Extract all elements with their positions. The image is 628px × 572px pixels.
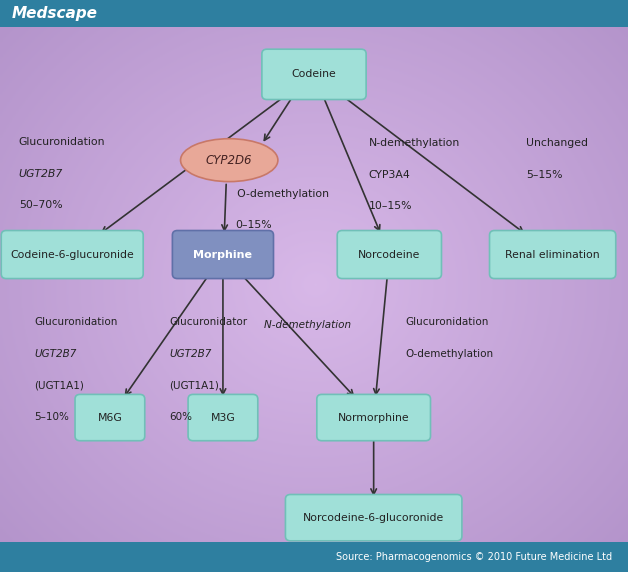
Text: Morphine: Morphine bbox=[193, 249, 252, 260]
Text: 10–15%: 10–15% bbox=[369, 201, 412, 211]
Text: Medscape: Medscape bbox=[11, 6, 97, 21]
Text: M6G: M6G bbox=[97, 412, 122, 423]
Text: Norcodeine: Norcodeine bbox=[358, 249, 421, 260]
FancyBboxPatch shape bbox=[1, 231, 143, 279]
Text: Glucuronidation: Glucuronidation bbox=[19, 137, 106, 147]
Text: Codeine-6-glucuronide: Codeine-6-glucuronide bbox=[10, 249, 134, 260]
FancyBboxPatch shape bbox=[337, 231, 441, 279]
Text: UGT2B7: UGT2B7 bbox=[35, 349, 77, 359]
Text: (UGT1A1): (UGT1A1) bbox=[35, 380, 84, 390]
Text: N-demethylation: N-demethylation bbox=[263, 320, 350, 330]
Text: CYP2D6: CYP2D6 bbox=[206, 154, 252, 166]
Text: Normorphine: Normorphine bbox=[338, 412, 409, 423]
Text: M3G: M3G bbox=[210, 412, 236, 423]
Text: Codeine: Codeine bbox=[291, 69, 337, 80]
Text: 0–15%: 0–15% bbox=[236, 220, 272, 230]
Text: UGT2B7: UGT2B7 bbox=[170, 349, 212, 359]
FancyBboxPatch shape bbox=[285, 494, 462, 541]
FancyBboxPatch shape bbox=[262, 49, 366, 100]
FancyBboxPatch shape bbox=[172, 231, 274, 279]
FancyBboxPatch shape bbox=[75, 395, 144, 440]
Text: O-demethylation: O-demethylation bbox=[405, 349, 493, 359]
Ellipse shape bbox=[181, 139, 278, 182]
Text: Renal elimination: Renal elimination bbox=[506, 249, 600, 260]
FancyBboxPatch shape bbox=[188, 395, 257, 440]
Text: 50–70%: 50–70% bbox=[19, 200, 62, 210]
Text: Glucuronidation: Glucuronidation bbox=[35, 317, 118, 327]
Text: UGT2B7: UGT2B7 bbox=[19, 169, 63, 178]
Text: 5–15%: 5–15% bbox=[526, 170, 563, 180]
Text: Unchanged: Unchanged bbox=[526, 138, 588, 148]
Text: N-demethylation: N-demethylation bbox=[369, 138, 460, 148]
Text: O-demethylation: O-demethylation bbox=[236, 189, 328, 198]
FancyBboxPatch shape bbox=[490, 231, 615, 279]
Text: Glucuronidation: Glucuronidation bbox=[405, 317, 489, 327]
Text: 60%: 60% bbox=[170, 412, 193, 422]
Text: Glucuronidator: Glucuronidator bbox=[170, 317, 247, 327]
Text: Norcodeine-6-glucoronide: Norcodeine-6-glucoronide bbox=[303, 513, 444, 523]
Text: CYP3A4: CYP3A4 bbox=[369, 170, 410, 180]
FancyBboxPatch shape bbox=[317, 395, 431, 440]
Text: Source: Pharmacogenomics © 2010 Future Medicine Ltd: Source: Pharmacogenomics © 2010 Future M… bbox=[336, 552, 612, 562]
Text: (UGT1A1): (UGT1A1) bbox=[170, 380, 219, 390]
FancyBboxPatch shape bbox=[0, 542, 628, 572]
FancyBboxPatch shape bbox=[0, 0, 628, 27]
Text: 5–10%: 5–10% bbox=[35, 412, 70, 422]
